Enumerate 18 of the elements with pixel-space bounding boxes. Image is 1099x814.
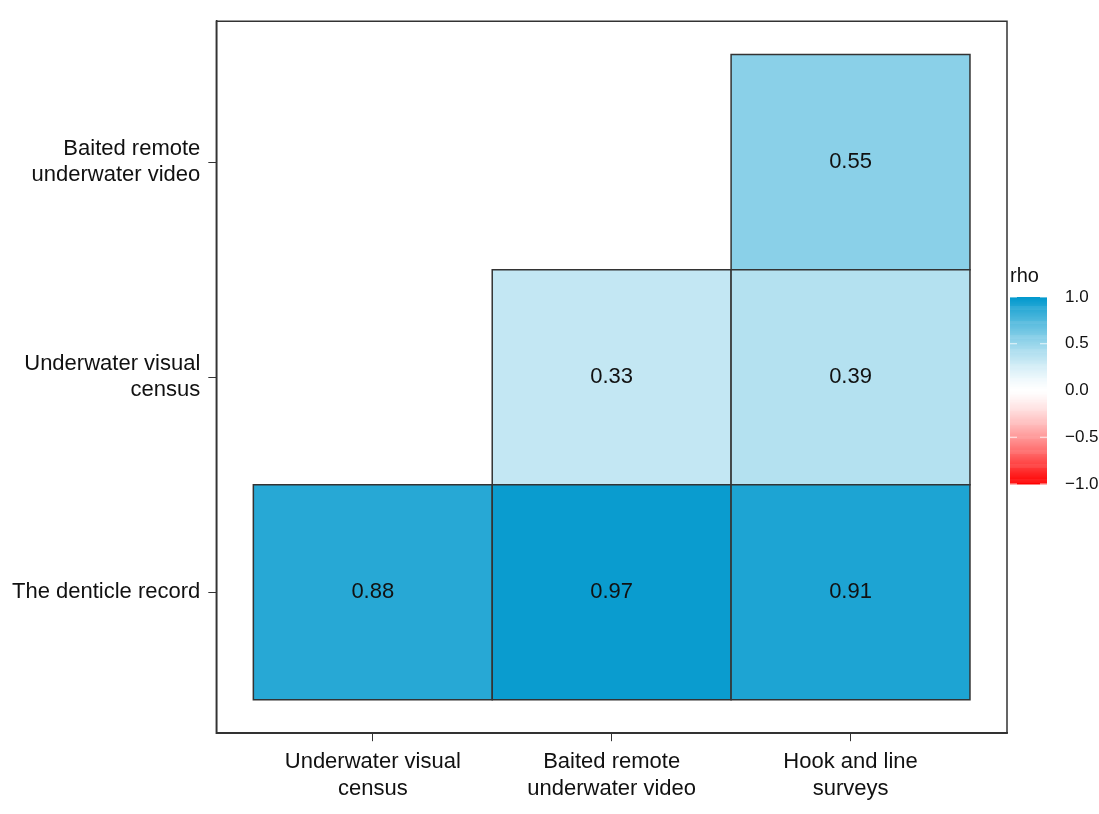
color-bar-label: −0.5 xyxy=(1065,426,1099,446)
data-label: 0.97 xyxy=(590,578,634,604)
data-label: 0.91 xyxy=(829,578,872,604)
data-label: 0.88 xyxy=(351,578,395,604)
data-label: 0.39 xyxy=(829,363,872,389)
color-bar-label: −1.0 xyxy=(1065,473,1099,493)
y-tick-label: Underwater visual census xyxy=(24,350,201,402)
color-bar-label: 0.0 xyxy=(1065,380,1089,400)
y-tick-label: The denticle record xyxy=(11,578,201,604)
data-label: 0.55 xyxy=(829,148,872,174)
color-bar-label: 0.5 xyxy=(1065,333,1089,353)
data-label: 0.33 xyxy=(590,363,634,389)
y-tick-label: Baited remote underwater video xyxy=(31,134,201,187)
x-tick-label: Hook and line surveys xyxy=(783,748,918,800)
x-tick-label: Baited remote underwater video xyxy=(527,748,697,800)
x-tick-label: Underwater visual census xyxy=(284,748,461,800)
color-bar-title: rho xyxy=(1010,264,1039,286)
color-bar-label: 1.0 xyxy=(1065,286,1089,306)
